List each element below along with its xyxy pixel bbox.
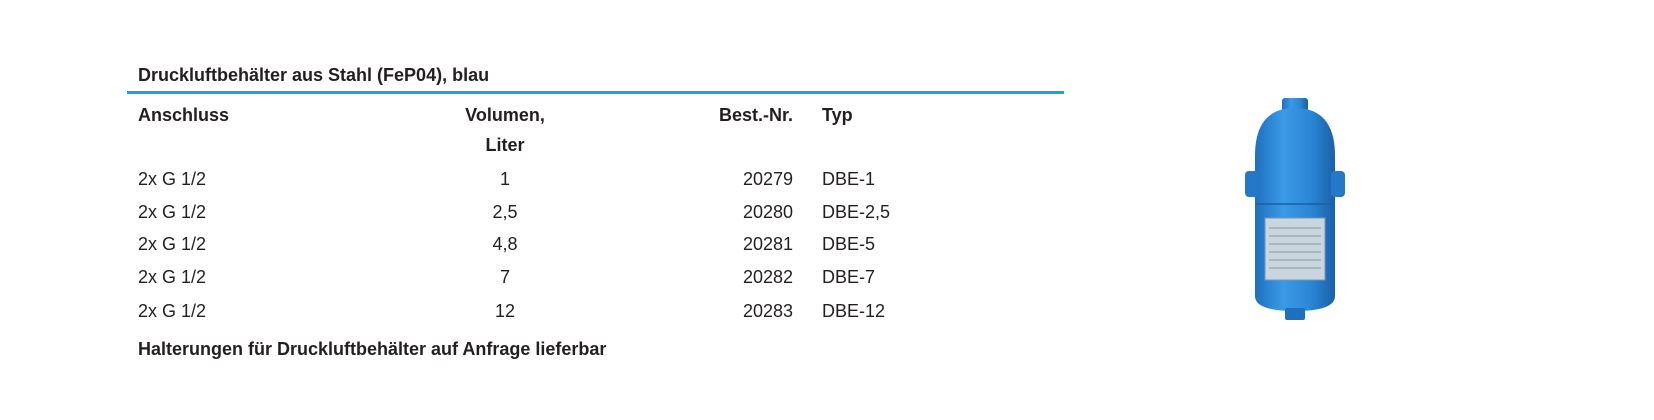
cell-best-nr: 20279 xyxy=(742,169,793,189)
cell-anschluss: 2x G 1/2 xyxy=(138,169,207,189)
cell-typ: DBE-1 xyxy=(822,169,876,189)
header-typ: Typ xyxy=(822,105,853,125)
cell-typ: DBE-12 xyxy=(822,301,886,321)
cell-best-nr: 20283 xyxy=(742,301,793,321)
cell-typ: DBE-7 xyxy=(822,267,876,287)
title-divider xyxy=(127,91,1064,94)
cell-volumen: 7 xyxy=(499,267,510,287)
section-title: Druckluftbehälter aus Stahl (FeP04), bla… xyxy=(138,65,490,85)
header-volumen-unit: Liter xyxy=(485,135,525,155)
product-image-tank xyxy=(1245,98,1345,320)
header-anschluss: Anschluss xyxy=(138,105,230,125)
cell-volumen: 1 xyxy=(499,169,510,189)
cell-volumen: 12 xyxy=(494,301,516,321)
cell-typ: DBE-5 xyxy=(822,234,876,254)
cell-best-nr: 20282 xyxy=(742,267,793,287)
cell-anschluss: 2x G 1/2 xyxy=(138,301,207,321)
cell-best-nr: 20280 xyxy=(742,202,793,222)
cell-anschluss: 2x G 1/2 xyxy=(138,267,207,287)
header-best-nr: Best.-Nr. xyxy=(718,105,793,125)
cell-anschluss: 2x G 1/2 xyxy=(138,202,207,222)
cell-best-nr: 20281 xyxy=(742,234,793,254)
cell-volumen: 4,8 xyxy=(492,234,518,254)
cell-volumen: 2,5 xyxy=(492,202,518,222)
cell-anschluss: 2x G 1/2 xyxy=(138,234,207,254)
footer-note: Halterungen für Druckluftbehälter auf An… xyxy=(138,339,607,359)
cell-typ: DBE-2,5 xyxy=(822,202,891,222)
header-volumen: Volumen, xyxy=(465,105,545,125)
